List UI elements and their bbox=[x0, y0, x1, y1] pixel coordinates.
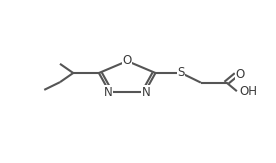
Text: OH: OH bbox=[239, 85, 257, 98]
Text: S: S bbox=[177, 67, 185, 80]
Text: O: O bbox=[123, 54, 132, 67]
Text: N: N bbox=[142, 86, 150, 99]
Text: N: N bbox=[104, 86, 113, 99]
Text: O: O bbox=[235, 67, 245, 81]
